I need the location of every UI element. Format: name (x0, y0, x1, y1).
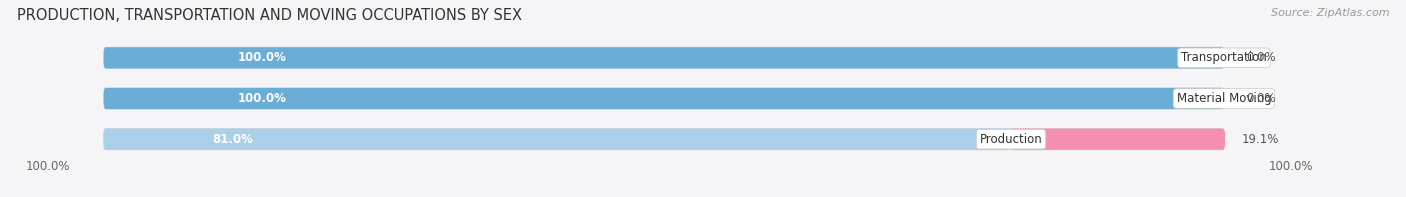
Text: Material Moving: Material Moving (1177, 92, 1271, 105)
Text: 100.0%: 100.0% (25, 160, 70, 173)
FancyBboxPatch shape (104, 129, 1223, 150)
Text: Transportation: Transportation (1181, 51, 1267, 64)
Text: 100.0%: 100.0% (238, 51, 287, 64)
Text: Source: ZipAtlas.com: Source: ZipAtlas.com (1271, 8, 1389, 18)
FancyBboxPatch shape (104, 47, 1223, 68)
FancyBboxPatch shape (1011, 129, 1225, 150)
FancyBboxPatch shape (104, 129, 1011, 150)
FancyBboxPatch shape (104, 88, 1223, 109)
FancyBboxPatch shape (104, 88, 1223, 109)
Text: 0.0%: 0.0% (1246, 92, 1275, 105)
Text: 0.0%: 0.0% (1246, 51, 1275, 64)
Text: PRODUCTION, TRANSPORTATION AND MOVING OCCUPATIONS BY SEX: PRODUCTION, TRANSPORTATION AND MOVING OC… (17, 8, 522, 23)
FancyBboxPatch shape (104, 47, 1223, 68)
Text: 19.1%: 19.1% (1241, 133, 1279, 146)
Text: Production: Production (980, 133, 1042, 146)
Text: 100.0%: 100.0% (238, 92, 287, 105)
Text: 100.0%: 100.0% (1270, 160, 1313, 173)
Text: 81.0%: 81.0% (212, 133, 253, 146)
